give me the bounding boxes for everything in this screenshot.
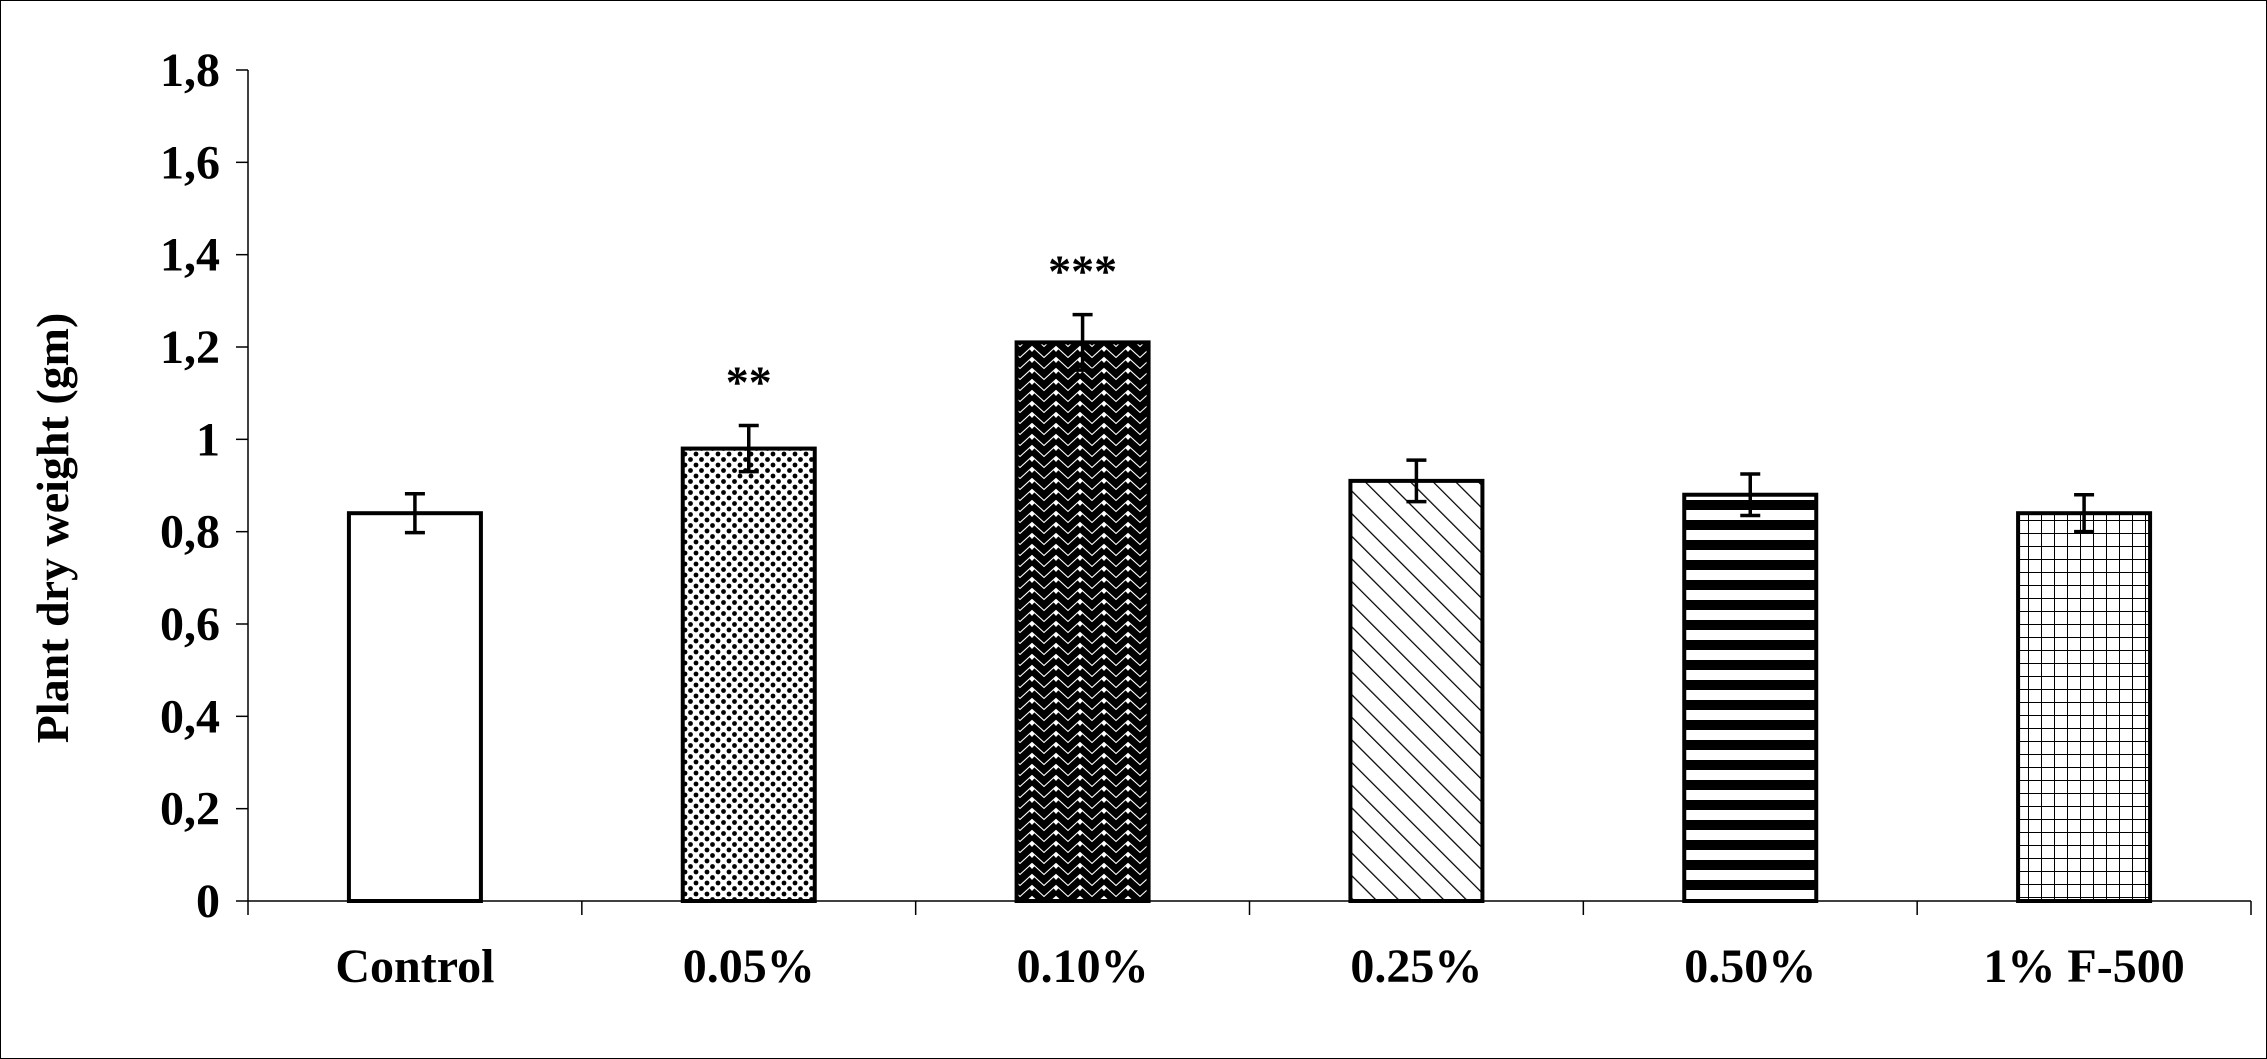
y-tick-label: 0,4 bbox=[160, 690, 220, 743]
category-labels: Control 0.05% 0.10% 0.25% 0.50% 1% F-500 bbox=[335, 940, 2184, 993]
error-bars bbox=[404, 312, 2095, 535]
y-tick-label: 1,2 bbox=[160, 321, 220, 374]
bars bbox=[346, 340, 2153, 903]
category-label: 0.25% bbox=[1350, 940, 1482, 993]
x-ticks bbox=[247, 901, 2252, 915]
y-tick-label: 1,6 bbox=[160, 136, 220, 189]
category-label: 0.05% bbox=[683, 940, 815, 993]
y-axis-label: Plant dry weight (gm) bbox=[27, 313, 78, 744]
y-tick-label: 0,6 bbox=[160, 598, 220, 651]
category-label: 1% F-500 bbox=[1983, 940, 2184, 993]
category-label: 0.50% bbox=[1684, 940, 1816, 993]
bar bbox=[346, 511, 483, 903]
category-label: Control bbox=[335, 940, 494, 993]
bar bbox=[1014, 340, 1151, 903]
significance-label: ** bbox=[726, 356, 772, 407]
y-tick-label: 1,4 bbox=[160, 229, 220, 282]
bar bbox=[1348, 478, 1485, 903]
category-label: 0.10% bbox=[1017, 940, 1149, 993]
significance-annotations: ***** bbox=[726, 246, 1117, 408]
y-tick-label: 0,2 bbox=[160, 783, 220, 836]
bar bbox=[1682, 492, 1819, 903]
significance-label: *** bbox=[1048, 246, 1117, 297]
y-tick-label: 1,8 bbox=[160, 44, 220, 97]
y-tick-label: 0,8 bbox=[160, 506, 220, 559]
y-tick-label: 1 bbox=[196, 413, 220, 466]
bar bbox=[2016, 511, 2153, 903]
y-ticks: 0 0,2 0,4 0,6 0,8 1 1,2 1,4 1,6 1,8 bbox=[160, 44, 248, 928]
y-tick-label: 0 bbox=[196, 875, 220, 928]
bar bbox=[680, 446, 817, 903]
